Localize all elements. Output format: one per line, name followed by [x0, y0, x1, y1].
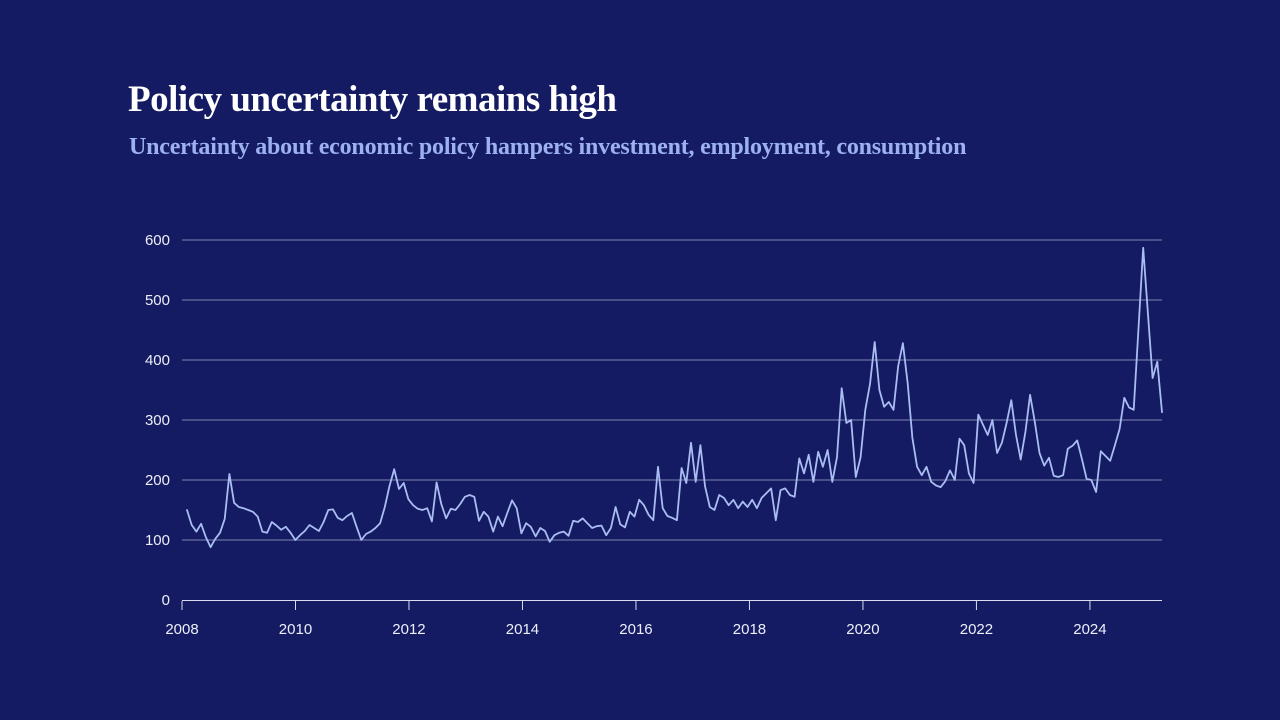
x-axis-label: 2016	[619, 621, 652, 638]
x-axis-label: 2014	[506, 621, 539, 638]
x-axis-label: 2010	[279, 621, 312, 638]
x-axis-label: 2022	[960, 621, 993, 638]
x-axis-label: 2008	[165, 621, 198, 638]
y-axis-label: 100	[145, 532, 170, 549]
x-axis-label: 2012	[392, 621, 425, 638]
x-axis-label: 2024	[1073, 621, 1106, 638]
y-axis-label: 500	[145, 292, 170, 309]
x-axis-label: 2020	[846, 621, 879, 638]
page-title: Policy uncertainty remains high	[128, 79, 617, 120]
y-axis-label: 600	[145, 232, 170, 249]
policy-uncertainty-series-line	[186, 246, 1163, 549]
y-axis-label: 400	[145, 352, 170, 369]
y-axis-label: 0	[162, 592, 170, 609]
y-axis-label: 200	[145, 472, 170, 489]
y-axis-label: 300	[145, 412, 170, 429]
x-axis-label: 2018	[733, 621, 766, 638]
page-subtitle: Uncertainty about economic policy hamper…	[129, 134, 967, 160]
